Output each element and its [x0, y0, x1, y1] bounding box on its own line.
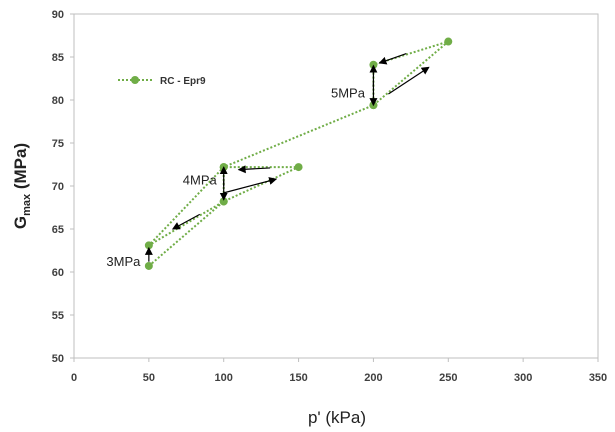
legend: RC - Epr9: [118, 76, 206, 87]
x-tick-label-5: 250: [439, 372, 457, 384]
arrow-1: [223, 177, 278, 194]
annotation-layer: 3MPa 4MPa 5MPa: [106, 85, 365, 269]
legend-marker: [131, 76, 139, 84]
x-axis-title: p' (kPa): [308, 408, 366, 427]
axes: 0 50 100 150 200 250 300 350 50 55 60 65 70 75 80 85 90: [52, 9, 607, 384]
y-axis-title-sub: max: [21, 193, 33, 216]
arrow-8: [388, 66, 430, 95]
y-axis-title-unit: (MPa): [11, 143, 30, 194]
x-tick-label-6: 300: [514, 372, 532, 384]
plot-border: [73, 13, 599, 359]
x-tick-label-2: 100: [215, 372, 233, 384]
y-tick-label-1: 55: [52, 310, 64, 322]
annotation-0: 3MPa: [106, 254, 141, 269]
arrow-layer: [144, 52, 430, 262]
series-layer: [144, 37, 453, 270]
legend-label: RC - Epr9: [160, 76, 206, 87]
x-tick-label-1: 50: [143, 372, 155, 384]
annotation-2: 5MPa: [331, 85, 366, 100]
annotation-1: 4MPa: [183, 172, 218, 187]
arrow-9: [378, 52, 407, 65]
x-tick-label-7: 350: [589, 372, 607, 384]
y-tick-label-3: 65: [52, 224, 64, 236]
x-tick-label-0: 0: [71, 372, 77, 384]
y-tick-label-8: 90: [52, 9, 64, 21]
x-tick-label-3: 150: [289, 372, 307, 384]
y-tick-label-5: 75: [52, 138, 64, 150]
series-0-point-2: [294, 163, 303, 172]
y-tick-label-7: 85: [52, 52, 64, 64]
series-0-point-8: [444, 37, 453, 46]
x-tick-label-4: 200: [364, 372, 382, 384]
arrow-2: [237, 165, 271, 174]
y-axis-title: Gmax (MPa): [11, 143, 33, 229]
y-axis-title-main: G: [11, 216, 30, 229]
y-tick-label-6: 80: [52, 95, 64, 107]
series-0-point-0: [144, 261, 153, 270]
arrow-5: [171, 213, 201, 230]
y-tick-label-2: 60: [52, 267, 64, 279]
y-tick-label-4: 70: [52, 181, 64, 193]
y-tick-label-0: 50: [52, 353, 64, 365]
